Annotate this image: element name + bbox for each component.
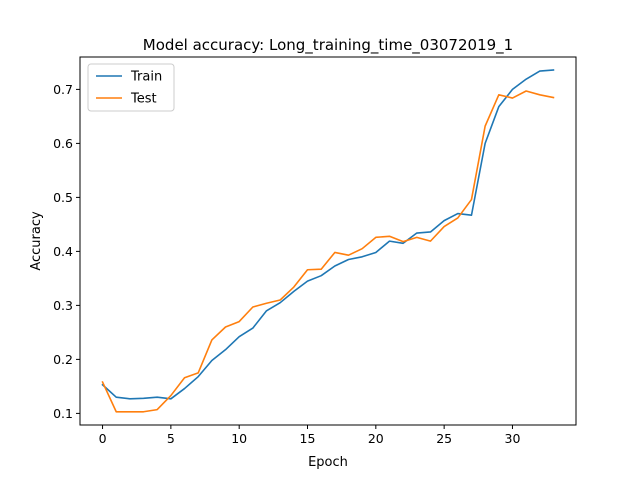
x-tick-label: 15	[300, 431, 316, 446]
y-axis-title: Accuracy	[29, 211, 44, 271]
legend-label-test: Test	[130, 92, 157, 107]
x-tick-label: 20	[368, 431, 384, 446]
x-tick-label: 5	[167, 431, 175, 446]
y-tick-label: 0.6	[53, 136, 73, 151]
plot-frame	[79, 56, 577, 426]
x-tick-label: 0	[99, 431, 107, 446]
series-line-test	[101, 90, 555, 413]
y-tick-label: 0.4	[53, 244, 73, 259]
y-tick-label: 0.7	[53, 82, 73, 97]
series-line-train	[101, 69, 555, 400]
chart-title: Model accuracy: Long_training_time_03072…	[143, 36, 513, 55]
y-tick-label: 0.2	[53, 352, 73, 367]
x-axis: 0 5 10 15 20 25 30	[99, 425, 521, 446]
y-tick-label: 0.5	[53, 190, 73, 205]
x-axis-title: Epoch	[308, 455, 348, 470]
x-tick-label: 10	[231, 431, 247, 446]
x-tick-label: 30	[505, 431, 521, 446]
y-axis: 0.1 0.2 0.3 0.4 0.5 0.6 0.7	[53, 82, 80, 421]
y-tick-label: 0.1	[53, 406, 73, 421]
legend: Train Test	[87, 63, 175, 112]
x-tick-label: 25	[436, 431, 452, 446]
legend-label-train: Train	[130, 70, 162, 85]
y-tick-label: 0.3	[53, 298, 73, 313]
plot-lines	[101, 69, 555, 413]
